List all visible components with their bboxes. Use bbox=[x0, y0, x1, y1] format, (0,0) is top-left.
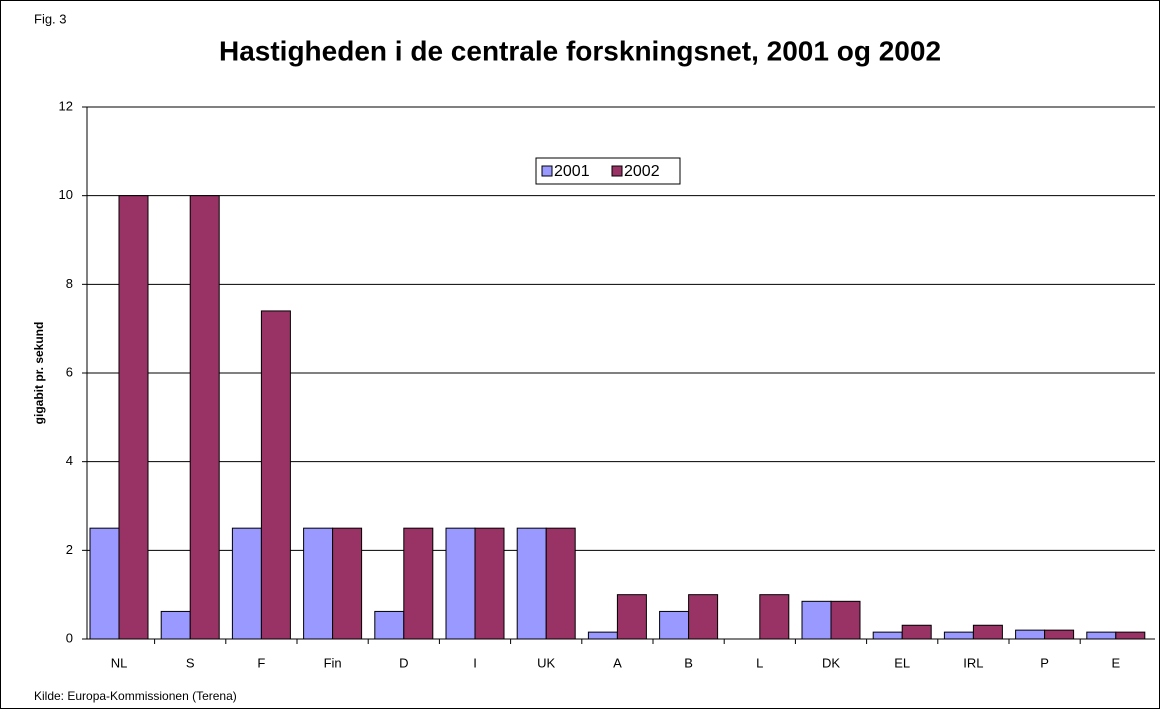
bar bbox=[231, 527, 262, 640]
x-tick-label: IRL bbox=[963, 655, 983, 670]
bar bbox=[972, 624, 1003, 640]
x-tick-label: Fin bbox=[324, 655, 342, 670]
bar bbox=[688, 594, 719, 640]
x-tick-label: E bbox=[1111, 655, 1120, 670]
legend-label: 2001 bbox=[554, 163, 590, 180]
bar bbox=[616, 594, 647, 640]
x-tick-label: NL bbox=[111, 655, 128, 670]
x-tick-label: EL bbox=[894, 655, 910, 670]
x-tick-label: S bbox=[186, 655, 195, 670]
bar bbox=[759, 594, 790, 640]
x-tick-label: F bbox=[257, 655, 265, 670]
y-tick-label: 10 bbox=[59, 187, 73, 202]
figure-label: Fig. 3 bbox=[34, 11, 67, 26]
bar bbox=[403, 527, 434, 640]
y-axis-label: gigabit pr. sekund bbox=[32, 322, 46, 425]
y-tick-label: 6 bbox=[66, 364, 73, 379]
bar bbox=[260, 310, 291, 640]
legend-label: 2002 bbox=[624, 163, 660, 180]
x-tick-label: I bbox=[473, 655, 477, 670]
bar bbox=[118, 195, 149, 640]
bar bbox=[474, 527, 505, 640]
bar bbox=[801, 600, 832, 640]
bar bbox=[1015, 629, 1046, 640]
legend-swatch bbox=[541, 165, 553, 177]
y-tick-label: 12 bbox=[59, 98, 73, 113]
bar bbox=[1044, 629, 1075, 640]
bar bbox=[516, 527, 547, 640]
bar bbox=[872, 631, 903, 640]
bar bbox=[943, 631, 974, 640]
x-tick-label: A bbox=[613, 655, 622, 670]
source: Kilde: Europa-Kommissionen (Terena) bbox=[34, 689, 237, 703]
bar bbox=[587, 631, 618, 640]
bar bbox=[545, 527, 576, 640]
bar bbox=[89, 527, 120, 640]
bar bbox=[160, 610, 191, 640]
bar bbox=[189, 195, 220, 640]
chart-title: Hastigheden i de centrale forskningsnet,… bbox=[219, 35, 941, 66]
bar bbox=[830, 600, 861, 640]
bar bbox=[901, 624, 932, 640]
bar bbox=[1115, 631, 1146, 640]
bar bbox=[374, 610, 405, 640]
y-tick-label: 0 bbox=[66, 630, 73, 645]
x-tick-label: P bbox=[1040, 655, 1049, 670]
x-tick-label: L bbox=[756, 655, 763, 670]
x-tick-label: D bbox=[399, 655, 408, 670]
y-tick-label: 4 bbox=[66, 453, 73, 468]
bar bbox=[659, 610, 690, 640]
bar bbox=[332, 527, 363, 640]
x-tick-label: UK bbox=[537, 655, 555, 670]
bar bbox=[445, 527, 476, 640]
legend-swatch bbox=[611, 165, 623, 177]
legend-box bbox=[535, 157, 681, 185]
x-tick-label: DK bbox=[822, 655, 840, 670]
bar bbox=[303, 527, 334, 640]
y-tick-label: 2 bbox=[66, 542, 73, 557]
y-tick-label: 8 bbox=[66, 276, 73, 291]
x-tick-label: B bbox=[684, 655, 693, 670]
bar bbox=[1086, 631, 1117, 640]
